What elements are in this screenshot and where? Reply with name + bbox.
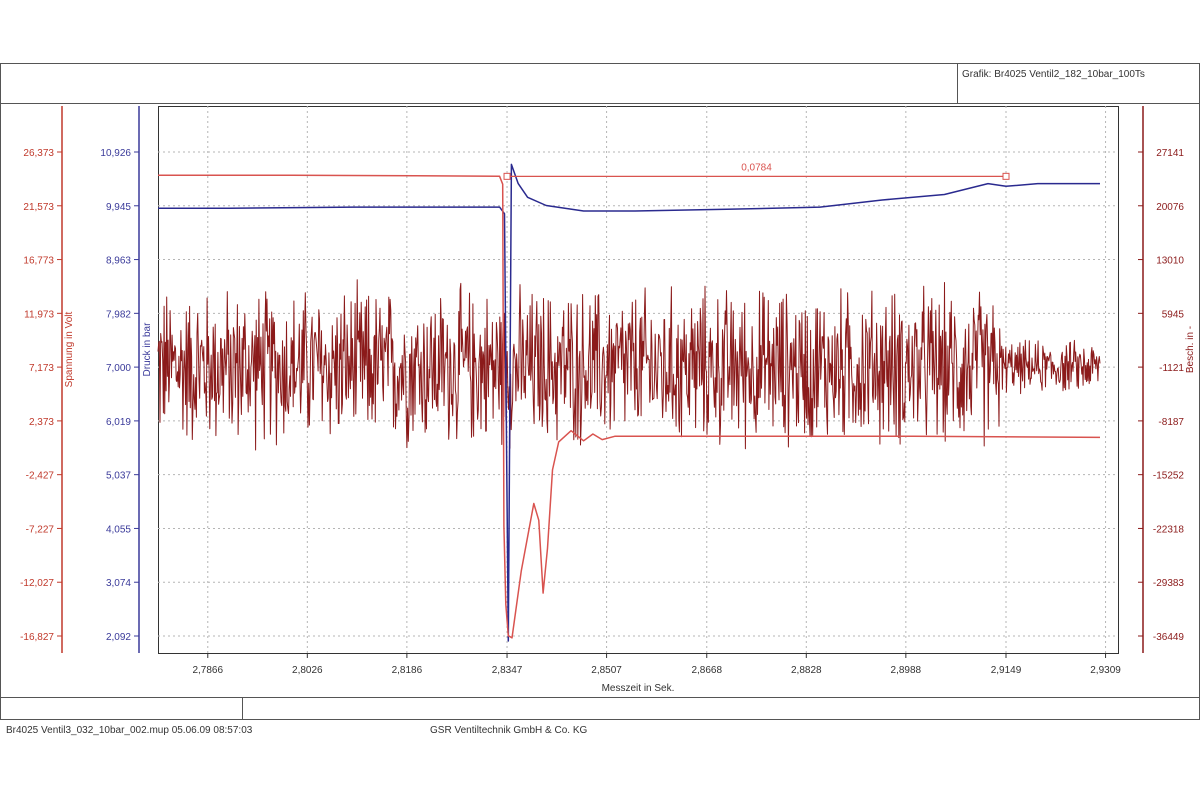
series-beschleunigung (157, 279, 1101, 451)
x-tick-label: 2,7866 (192, 665, 223, 676)
druck-tick-label: 8,963 (106, 256, 131, 267)
spannung-tick-label: -2,427 (26, 471, 55, 482)
druck-tick-label: 7,982 (106, 309, 131, 320)
beschleunigung-tick-label: -29383 (1153, 578, 1185, 589)
x-tick-label: 2,8668 (691, 665, 722, 676)
druck-tick-label: 9,945 (106, 202, 131, 213)
druck-tick-label: 10,926 (100, 148, 131, 159)
spannung-tick-label: 11,973 (24, 309, 54, 320)
spannung-tick-label: 16,773 (23, 256, 54, 267)
druck-tick-label: 7,000 (106, 363, 131, 374)
interval-marker-start[interactable] (503, 172, 511, 180)
interval-label: 0,0784 (741, 162, 772, 173)
druck-tick-label: 3,074 (106, 578, 131, 589)
spannung-tick-label: -16,827 (20, 632, 54, 643)
beschleunigung-tick-label: 27141 (1156, 148, 1184, 159)
druck-tick-label: 5,037 (106, 471, 131, 482)
interval-marker-end[interactable] (1002, 172, 1010, 180)
beschleunigung-tick-label: 20076 (1156, 202, 1184, 213)
beschleunigung-tick-label: 5945 (1162, 309, 1185, 320)
series-druck (158, 163, 1100, 642)
x-tick-label: 2,8507 (591, 665, 622, 676)
x-tick-label: 2,9309 (1090, 665, 1121, 676)
spannung-tick-label: 21,573 (23, 202, 54, 213)
spannung-axis-title: Spannung in Volt (64, 311, 75, 387)
graph-title: Grafik: Br4025 Ventil2_182_10bar_100Ts (962, 69, 1145, 80)
x-tick-label: 2,8026 (292, 665, 323, 676)
x-tick-label: 2,8988 (891, 665, 922, 676)
spannung-tick-label: 2,373 (29, 417, 54, 428)
x-tick-label: 2,9149 (991, 665, 1022, 676)
plot-area (158, 106, 1119, 654)
x-tick-label: 2,8347 (492, 665, 523, 676)
druck-axis-title: Druck in bar (142, 322, 153, 377)
x-tick-label: 2,8186 (392, 665, 423, 676)
spannung-tick-label: -12,027 (20, 578, 54, 589)
beschleunigung-axis-title: Besch. in - (1185, 326, 1196, 373)
beschleunigung-tick-label: -8187 (1158, 417, 1184, 428)
x-axis-label: Messzeit in Sek. (602, 683, 675, 694)
beschleunigung-tick-label: -36449 (1153, 632, 1185, 643)
company-name: GSR Ventiltechnik GmbH & Co. KG (430, 725, 588, 736)
spannung-tick-label: 26,373 (23, 148, 54, 159)
druck-tick-label: 4,055 (106, 524, 131, 535)
file-info: Br4025 Ventil3_032_10bar_002.mup 05.06.0… (6, 725, 253, 736)
spannung-tick-label: -7,227 (26, 524, 55, 535)
series-layer (157, 163, 1101, 642)
beschleunigung-tick-label: -1121 (1159, 363, 1184, 374)
axes: 2,7866 2,8026 2,8186 2,8347 2,8507 2,8668 2,88… (20, 106, 1196, 694)
spannung-tick-label: 7,173 (29, 363, 54, 374)
grid (158, 106, 1118, 653)
druck-tick-label: 2,092 (106, 632, 131, 643)
beschleunigung-tick-label: -15252 (1153, 471, 1185, 482)
beschleunigung-tick-label: 13010 (1156, 256, 1184, 267)
annotation-layer: 0,0784 (503, 162, 1010, 180)
druck-tick-label: 6,019 (106, 417, 131, 428)
x-tick-label: 2,8828 (791, 665, 822, 676)
beschleunigung-tick-label: -22318 (1153, 524, 1185, 535)
series-spannung (158, 174, 1101, 639)
